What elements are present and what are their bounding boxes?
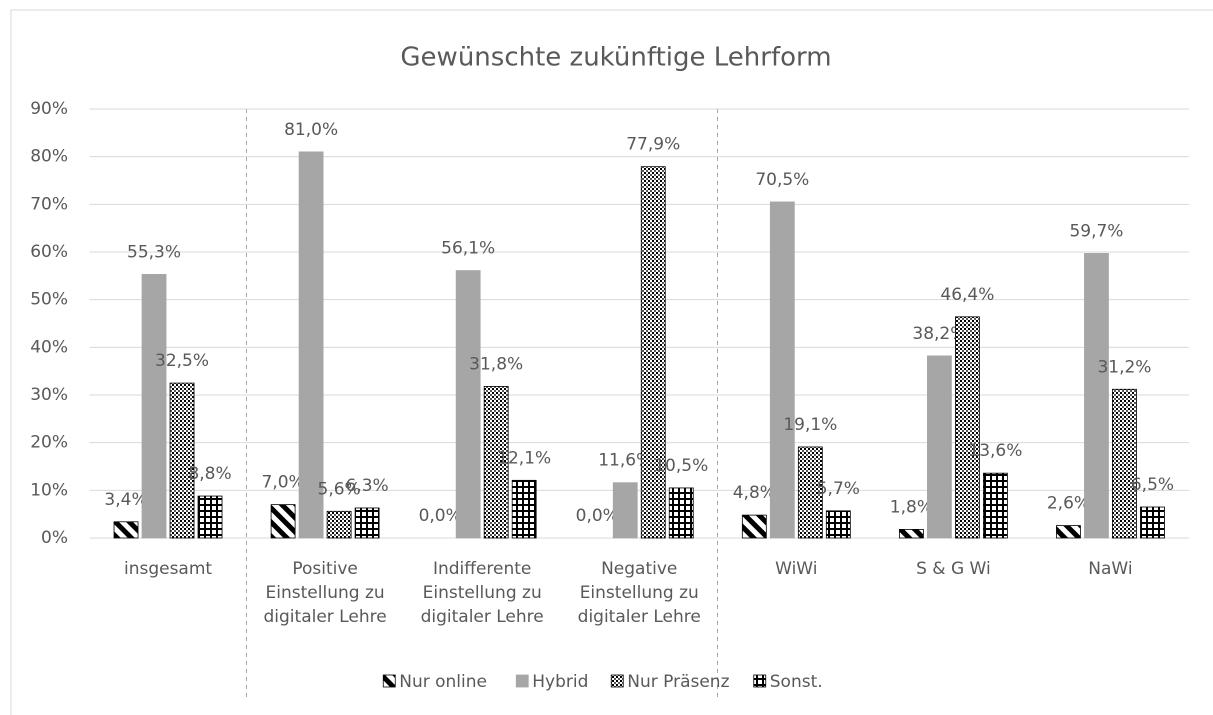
value-label: 31,2%	[1097, 357, 1151, 377]
y-tick-label: 20%	[30, 433, 68, 453]
value-label: 0,0%	[576, 506, 619, 526]
value-label: 7,0%	[262, 473, 305, 493]
value-label: 12,1%	[497, 448, 551, 468]
value-label: 2,6%	[1047, 494, 1090, 514]
value-label: 38,2%	[912, 324, 966, 344]
legend-swatch	[610, 674, 624, 688]
bar	[1140, 506, 1165, 539]
y-tick-label: 80%	[30, 147, 68, 167]
bar	[1056, 525, 1081, 539]
legend-swatch	[753, 674, 767, 688]
bar	[954, 316, 980, 539]
value-label: 56,1%	[441, 239, 495, 259]
chart-title: Gewünschte zukünftige Lehrform	[400, 43, 831, 73]
bar	[326, 510, 352, 539]
y-tick-label: 70%	[30, 194, 68, 214]
value-label: 77,9%	[626, 135, 680, 155]
bar	[769, 201, 795, 539]
bar	[483, 386, 509, 539]
x-tick-label: insgesamt	[123, 559, 213, 579]
legend-label: Nur Präsenz	[627, 672, 729, 692]
value-label: 6,3%	[346, 476, 389, 496]
value-label: 46,4%	[940, 285, 994, 305]
bar	[898, 529, 924, 539]
y-tick-label: 30%	[30, 385, 68, 405]
value-label: 8,8%	[188, 464, 231, 484]
value-label: 19,1%	[783, 415, 837, 435]
value-label: 5,7%	[817, 479, 860, 499]
y-tick-label: 40%	[30, 337, 68, 357]
bar	[270, 504, 296, 539]
bar	[1084, 253, 1109, 539]
value-label: 5,6%	[318, 479, 361, 499]
value-label: 55,3%	[127, 242, 181, 262]
bar	[741, 514, 767, 539]
value-label: 13,6%	[968, 441, 1022, 461]
value-label: 31,8%	[469, 354, 523, 374]
legend-label: Hybrid	[532, 672, 588, 692]
bar	[926, 355, 952, 539]
value-label: 4,8%	[733, 483, 776, 503]
bar	[825, 510, 851, 539]
value-label: 10,5%	[654, 456, 708, 476]
bar	[113, 521, 139, 539]
bar	[298, 151, 324, 539]
value-label: 70,5%	[755, 170, 809, 190]
bar	[612, 482, 638, 539]
x-tick-label: Indifferente Einstellung zu digitaler Le…	[420, 559, 544, 627]
value-label: 0,0%	[419, 506, 462, 526]
bar	[1112, 388, 1137, 539]
bar	[455, 270, 481, 539]
legend-label: Nur online	[399, 672, 487, 692]
bar	[668, 487, 694, 539]
y-tick-label: 10%	[30, 480, 68, 500]
value-label: 81,0%	[284, 120, 338, 140]
x-tick-label: WiWi	[775, 559, 818, 579]
bar	[982, 472, 1008, 539]
bar	[511, 479, 537, 539]
value-label: 11,6%	[598, 451, 652, 471]
y-tick-label: 0%	[41, 528, 68, 548]
value-label: 59,7%	[1069, 221, 1123, 241]
y-tick-label: 60%	[30, 242, 68, 262]
y-tick-label: 90%	[30, 99, 68, 119]
value-label: 32,5%	[155, 351, 209, 371]
x-tick-label: S & G Wi	[916, 559, 991, 579]
y-tick-label: 50%	[30, 290, 68, 310]
chart-border	[10, 9, 1213, 715]
legend-label: Sonst.	[770, 672, 823, 692]
legend-swatch	[515, 674, 529, 688]
value-label: 6,5%	[1131, 475, 1174, 495]
bar	[640, 166, 666, 539]
value-label: 3,4%	[104, 490, 147, 510]
legend-swatch	[382, 674, 396, 688]
bar	[197, 495, 223, 539]
bar	[141, 274, 167, 539]
bar	[354, 507, 380, 539]
x-tick-label: NaWi	[1088, 559, 1133, 579]
bar	[169, 382, 195, 539]
x-tick-label: Negative Einstellung zu digitaler Lehre	[577, 559, 701, 627]
bar	[797, 446, 823, 539]
x-tick-label: Positive Einstellung zu digitaler Lehre	[263, 559, 387, 627]
value-label: 1,8%	[890, 497, 933, 517]
